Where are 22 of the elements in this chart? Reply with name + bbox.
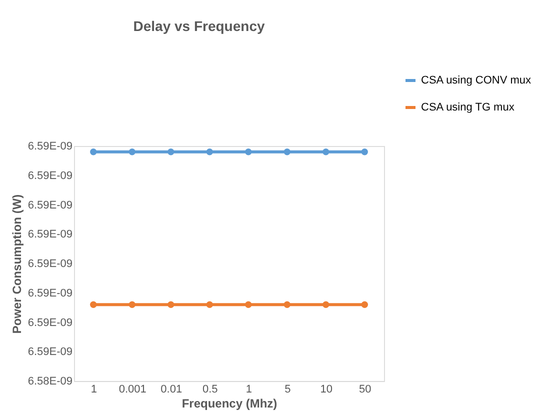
- x-tick-label: 10: [320, 384, 332, 396]
- y-tick-label: 6.59E-09: [28, 258, 72, 270]
- legend-label: CSA using CONV mux: [421, 74, 532, 86]
- y-tick-label: 6.59E-09: [28, 199, 72, 212]
- x-tick-label: 0.01: [160, 384, 182, 396]
- y-tick-label: 6.59E-09: [28, 170, 72, 182]
- x-tick-label: 0.5: [202, 384, 218, 396]
- x-axis-title: Frequency (Mhz): [182, 396, 278, 410]
- y-tick-label: 6.59E-09: [28, 140, 72, 152]
- y-tick-label: 6.59E-09: [28, 346, 72, 358]
- x-tick-label: 1: [90, 384, 97, 396]
- y-tick-label: 6.59E-09: [28, 228, 72, 241]
- y-tick-label: 6.59E-09: [28, 287, 72, 300]
- y-tick-label: 6.59E-09: [28, 316, 72, 329]
- x-tick-label: 50: [359, 384, 372, 396]
- chart-title: Delay vs Frequency: [133, 18, 265, 34]
- x-tick-label: 0.001: [118, 384, 146, 396]
- legend-label: CSA using TG mux: [421, 102, 515, 114]
- y-axis-title: Power Consumption (W): [10, 194, 24, 334]
- y-tick-label: 6.58E-09: [28, 376, 72, 388]
- x-tick-label: 1: [246, 384, 252, 396]
- x-tick-label: 5: [284, 384, 291, 396]
